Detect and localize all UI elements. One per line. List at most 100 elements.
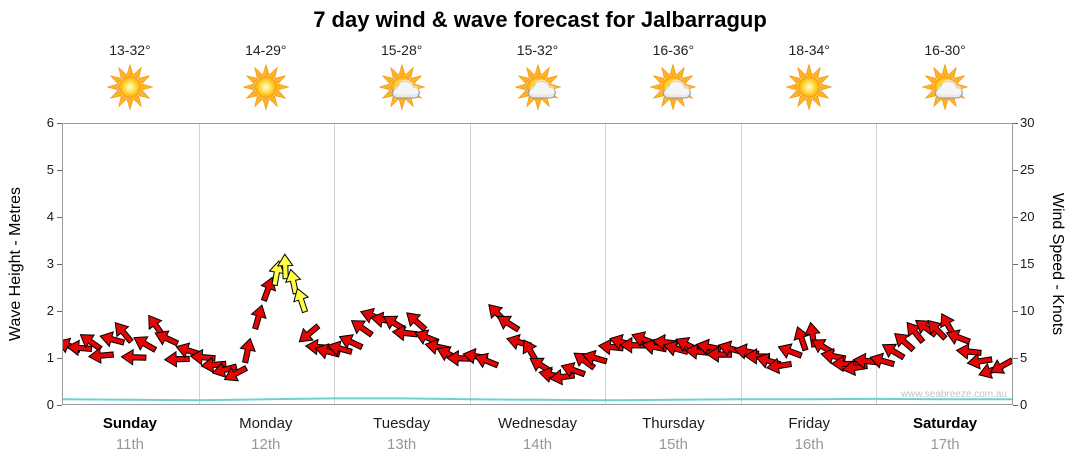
tick-label-left: 0 xyxy=(46,397,54,412)
wave-height-line xyxy=(63,397,1012,402)
wind-arrow xyxy=(619,336,646,354)
weather-icon-box xyxy=(885,63,1005,111)
wind-arrow xyxy=(706,346,733,363)
weather-icon-box xyxy=(749,63,869,111)
tick-mark xyxy=(1013,123,1018,124)
wind-arrow xyxy=(79,334,103,352)
tick-mark xyxy=(57,264,62,265)
temp-label: 14-29° xyxy=(245,42,287,58)
wind-arrow xyxy=(869,352,896,369)
day-summary: 18-34° xyxy=(749,42,869,111)
wind-arrow xyxy=(663,340,690,357)
tick-label-right: 0 xyxy=(1020,397,1028,412)
tick-mark xyxy=(1013,405,1018,406)
wind-arrow xyxy=(777,343,803,360)
tick-label-left: 6 xyxy=(46,115,54,130)
tick-label-right: 25 xyxy=(1020,162,1035,177)
date-label: 13th xyxy=(387,436,417,453)
wind-arrow xyxy=(881,343,906,361)
day-summary: 15-32° xyxy=(478,42,598,111)
day-summary: 13-32° xyxy=(70,42,190,111)
wind-arrow xyxy=(326,340,353,357)
tick-label-left: 1 xyxy=(46,350,54,365)
day-label: Monday xyxy=(239,415,293,432)
date-label: 15th xyxy=(658,436,688,453)
wind-arrow xyxy=(200,356,227,374)
wind-arrow xyxy=(955,343,982,360)
temp-label: 15-28° xyxy=(380,42,423,58)
wind-arrow xyxy=(473,352,500,369)
tick-mark xyxy=(1013,217,1018,218)
wind-arrow xyxy=(189,348,216,366)
date-label: 14th xyxy=(522,436,553,453)
tick-label-left: 4 xyxy=(46,209,54,224)
wind-arrow xyxy=(684,343,711,360)
wind-arrow xyxy=(496,315,521,333)
wind-arrow xyxy=(250,304,267,331)
tick-label-right: 20 xyxy=(1020,209,1035,224)
tick-mark xyxy=(57,405,62,406)
tick-label-left: 5 xyxy=(46,162,54,177)
wind-arrow xyxy=(894,332,916,353)
wind-arrow xyxy=(581,349,608,366)
chart-title: 7 day wind & wave forecast for Jalbarrag… xyxy=(313,7,767,32)
day-label: Wednesday xyxy=(498,415,577,432)
day-gridline xyxy=(605,124,607,404)
right-axis-title: Wind Speed - Knots xyxy=(1049,192,1066,336)
day-label-cell: Thursday 15th xyxy=(605,415,741,453)
temp-label: 16-30° xyxy=(924,42,966,58)
wind-arrow xyxy=(350,320,374,338)
tick-mark xyxy=(57,170,62,171)
wind-arrow xyxy=(414,329,440,345)
weather-icon-box xyxy=(342,63,462,111)
tick-label-left: 2 xyxy=(46,303,54,318)
left-axis-title: Wave Height - Metres xyxy=(7,186,24,342)
day-gridline xyxy=(740,124,742,404)
day-summary: 16-36° xyxy=(613,42,733,111)
wind-arrow xyxy=(391,324,418,342)
plot-area: www.seabreeze.com.au xyxy=(62,123,1013,405)
day-summary: 15-28° xyxy=(342,42,462,111)
sun-icon xyxy=(242,63,290,111)
watermark: www.seabreeze.com.au xyxy=(900,389,1007,400)
wind-arrow xyxy=(549,368,576,386)
wind-arrow xyxy=(87,347,115,365)
sun-cloud-icon xyxy=(513,63,562,111)
wind-arrow xyxy=(406,312,428,332)
wind-arrow xyxy=(966,353,993,370)
wind-arrow xyxy=(99,331,126,348)
wind-arrow xyxy=(120,348,147,366)
wind-arrow xyxy=(989,357,1012,374)
tick-mark xyxy=(1013,170,1018,171)
wind-arrow xyxy=(906,321,926,344)
weather-icon-box xyxy=(613,63,733,111)
wind-arrow xyxy=(830,355,857,373)
temp-label: 18-34° xyxy=(788,42,830,58)
tick-mark xyxy=(57,311,62,312)
date-label: 12th xyxy=(251,436,281,453)
tick-mark xyxy=(57,123,62,124)
tick-mark xyxy=(57,358,62,359)
wind-arrow xyxy=(338,334,364,351)
day-gridline xyxy=(334,124,336,404)
day-label-cell: Saturday 17th xyxy=(877,415,1013,453)
tick-label-left: 3 xyxy=(46,256,54,271)
wind-arrow xyxy=(765,357,793,375)
day-label-cell: Monday 12th xyxy=(198,415,334,453)
wind-arrow xyxy=(560,361,586,378)
day-label-cell: Wednesday 14th xyxy=(470,415,606,453)
wind-arrow xyxy=(793,325,810,352)
weather-icon-box xyxy=(70,63,190,111)
day-label: Thursday xyxy=(642,415,705,432)
day-label: Tuesday xyxy=(373,415,431,432)
day-summary: 14-29° xyxy=(206,42,326,111)
wind-arrow xyxy=(239,337,256,364)
sun-cloud-icon xyxy=(921,63,969,111)
sun-cloud-icon xyxy=(378,63,426,111)
wind-arrow xyxy=(573,352,597,371)
weather-icon-box xyxy=(478,63,598,111)
day-label: Friday xyxy=(788,415,831,432)
tick-mark xyxy=(1013,264,1018,265)
day-gridline xyxy=(198,124,200,404)
